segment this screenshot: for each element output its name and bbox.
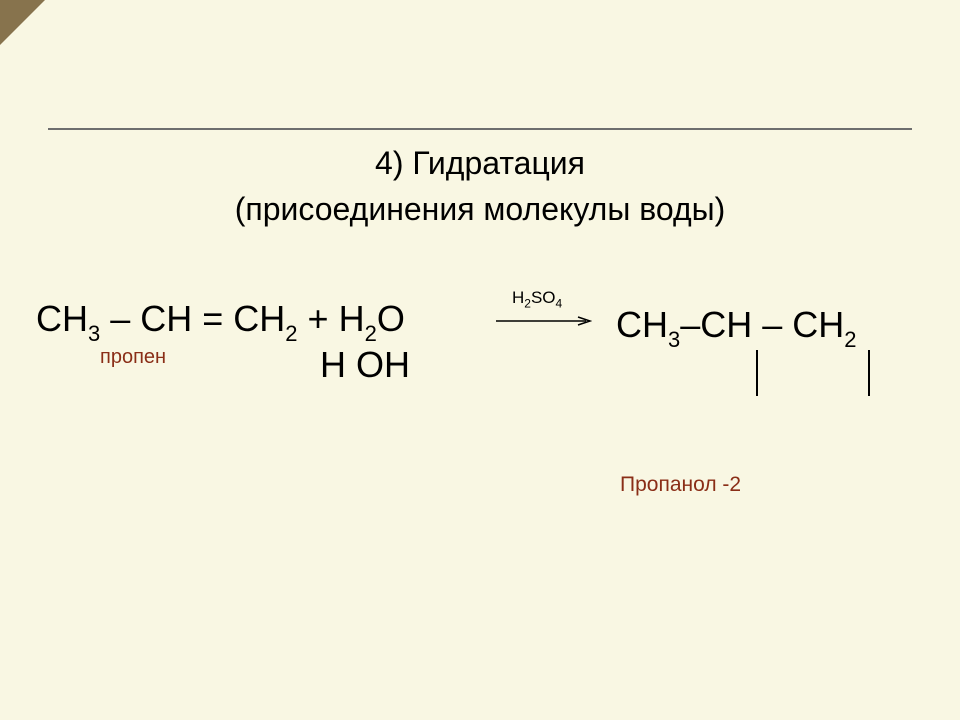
reactant-formula: CH3 – CH = CH2 + H2O bbox=[36, 298, 405, 345]
title-block: 4) Гидратация (присоединения молекулы во… bbox=[0, 140, 960, 233]
product-formula: CH3–CH – CH2 bbox=[616, 304, 857, 351]
title-line-2: (присоединения молекулы воды) bbox=[0, 186, 960, 232]
title-line-1: 4) Гидратация bbox=[0, 140, 960, 186]
reactant-label: пропен bbox=[100, 346, 166, 369]
slide-corner-decoration bbox=[0, 0, 45, 45]
reaction-arrow-icon bbox=[496, 316, 592, 326]
title-underline bbox=[48, 128, 912, 130]
bond-line-2 bbox=[868, 350, 870, 396]
product-label: Пропанол -2 bbox=[620, 473, 741, 497]
bond-line-1 bbox=[756, 350, 758, 396]
water-split-annotation: H OH bbox=[320, 344, 410, 386]
catalyst-label: H2SO4 bbox=[512, 288, 562, 310]
